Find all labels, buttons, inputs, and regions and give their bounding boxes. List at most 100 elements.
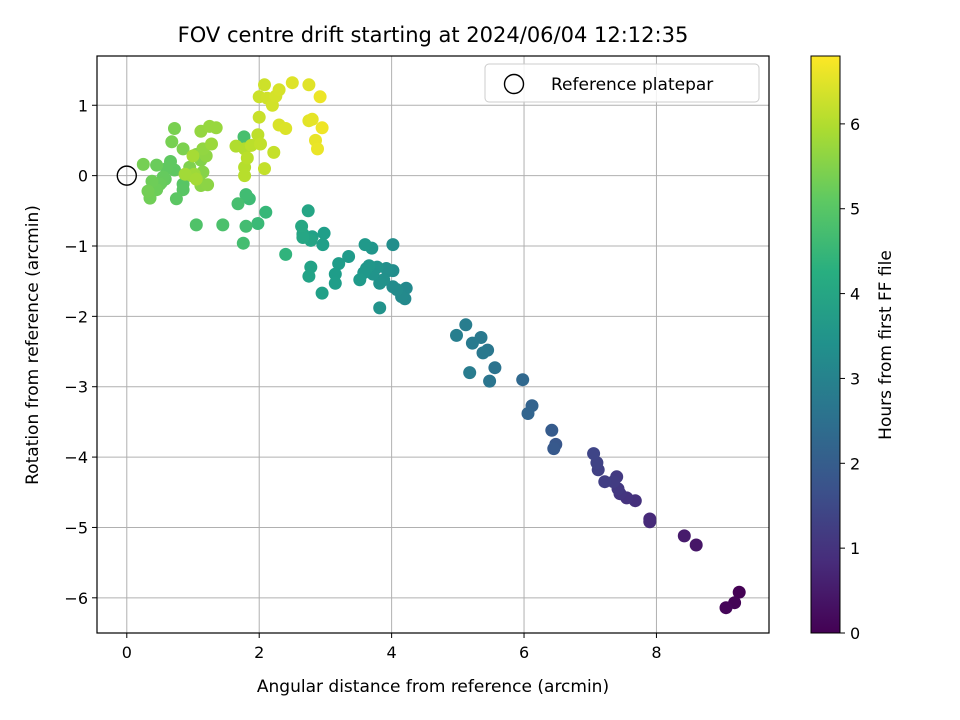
data-point — [209, 121, 223, 135]
colorbar-tick-label: 2 — [850, 454, 860, 473]
data-point — [239, 188, 253, 202]
data-point — [141, 184, 155, 198]
data-point — [719, 601, 733, 615]
x-tick-label: 4 — [387, 643, 397, 662]
x-axis-label: Angular distance from reference (arcmin) — [257, 677, 609, 697]
data-point — [279, 122, 293, 135]
data-point — [186, 149, 200, 163]
data-point — [342, 250, 356, 263]
data-point — [689, 538, 703, 552]
colorbar-tick-label: 5 — [850, 200, 860, 219]
data-point — [545, 423, 559, 437]
data-point — [315, 286, 329, 300]
data-point — [252, 110, 266, 124]
chart-title: FOV centre drift starting at 2024/06/04 … — [178, 23, 689, 47]
data-point — [465, 336, 479, 350]
legend: Reference platepar — [484, 63, 760, 103]
data-point — [311, 142, 324, 156]
data-point — [317, 226, 331, 240]
data-point — [476, 346, 490, 360]
data-point — [328, 267, 342, 281]
data-point — [150, 158, 164, 172]
y-tick-label: −3 — [64, 378, 88, 397]
data-point — [332, 257, 346, 271]
x-tick-label: 8 — [651, 643, 661, 662]
data-point — [176, 183, 190, 197]
data-point — [272, 83, 286, 97]
y-tick-label: 1 — [78, 96, 88, 115]
y-axis-ticks: 1 0 −1 −2 −3 −4 −5 −6 — [64, 96, 97, 608]
data-point — [598, 475, 612, 489]
data-point — [189, 218, 203, 232]
data-points — [136, 76, 746, 615]
data-point — [459, 318, 473, 332]
data-point — [463, 366, 477, 380]
y-tick-label: −2 — [64, 307, 88, 326]
data-point — [176, 142, 190, 156]
colorbar-tick-label: 3 — [850, 369, 860, 388]
data-point — [258, 162, 271, 176]
data-point — [165, 135, 179, 149]
y-axis-label: Rotation from reference (arcmin) — [23, 205, 43, 485]
x-tick-label: 2 — [254, 643, 264, 662]
data-point — [168, 122, 181, 135]
data-point — [205, 137, 218, 151]
data-point — [285, 76, 299, 90]
data-point — [178, 167, 192, 181]
x-axis-ticks: 0 2 4 6 8 — [122, 633, 662, 662]
data-point — [169, 192, 183, 206]
x-tick-label: 6 — [519, 643, 529, 662]
colorbar: 0 1 2 3 4 5 6 Hours from first FF file — [810, 55, 896, 643]
data-point — [305, 112, 319, 126]
y-tick-label: 0 — [78, 167, 88, 186]
colorbar-gradient — [810, 55, 841, 634]
data-point — [145, 174, 159, 188]
data-point — [236, 236, 250, 250]
data-point — [296, 231, 310, 244]
data-point — [643, 515, 657, 529]
data-point — [259, 205, 273, 219]
data-point — [386, 280, 400, 294]
data-point — [201, 178, 215, 192]
legend-marker — [503, 73, 525, 95]
data-point — [279, 247, 293, 261]
data-point — [358, 238, 372, 252]
x-tick-label: 0 — [122, 643, 132, 662]
data-point — [450, 328, 463, 342]
plot-frame — [96, 55, 770, 634]
data-point — [136, 157, 150, 171]
reference-platepar-marker — [116, 165, 137, 186]
data-point — [732, 585, 746, 599]
data-point — [189, 172, 203, 186]
data-point — [302, 78, 316, 92]
y-tick-label: −5 — [64, 518, 88, 537]
data-point — [386, 238, 400, 252]
data-point — [516, 373, 530, 387]
data-point — [254, 137, 267, 151]
data-point — [301, 204, 315, 218]
data-point — [373, 276, 387, 290]
data-point — [258, 78, 271, 92]
data-point — [251, 217, 265, 230]
data-point — [313, 90, 327, 104]
data-point — [237, 130, 251, 144]
data-point — [328, 276, 342, 290]
data-point — [216, 218, 230, 232]
colorbar-tick-label: 1 — [850, 539, 860, 558]
legend-label: Reference platepar — [551, 75, 713, 95]
data-point — [239, 219, 253, 233]
data-point — [302, 269, 316, 283]
data-point — [231, 197, 245, 211]
legend-box — [484, 63, 760, 103]
data-point — [315, 121, 329, 135]
data-point — [238, 169, 252, 183]
data-point — [240, 151, 254, 165]
colorbar-ticks: 0 1 2 3 4 5 6 — [840, 115, 860, 643]
y-tick-label: −4 — [64, 448, 88, 467]
data-point — [547, 442, 561, 456]
data-point — [316, 238, 330, 252]
gridlines — [97, 56, 769, 633]
y-tick-label: −6 — [64, 589, 88, 608]
data-point — [267, 145, 281, 159]
